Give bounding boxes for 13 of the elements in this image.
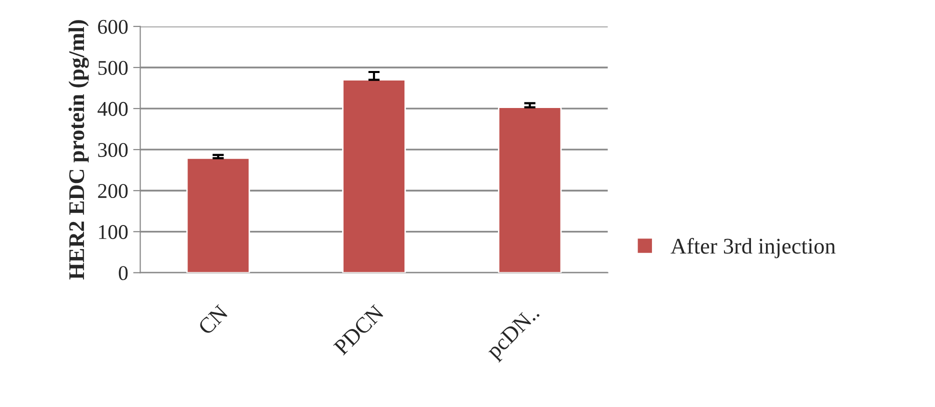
y-axis-title: HER2 EDC protein (pg/ml) — [68, 20, 89, 280]
bar — [342, 79, 406, 273]
x-tick-label: CN — [197, 304, 229, 336]
y-tick-label: 400 — [98, 102, 128, 116]
y-tick-label: 600 — [98, 20, 128, 34]
y-tick-label: 200 — [98, 184, 128, 198]
bar — [498, 106, 562, 273]
y-tick-label: 500 — [98, 60, 128, 75]
bar — [186, 157, 250, 273]
y-tick-label: 100 — [99, 225, 128, 240]
y-tick-label: 300 — [98, 142, 128, 158]
legend-label: After 3rd injection — [670, 238, 836, 258]
y-tick-label: 0 — [118, 266, 128, 280]
